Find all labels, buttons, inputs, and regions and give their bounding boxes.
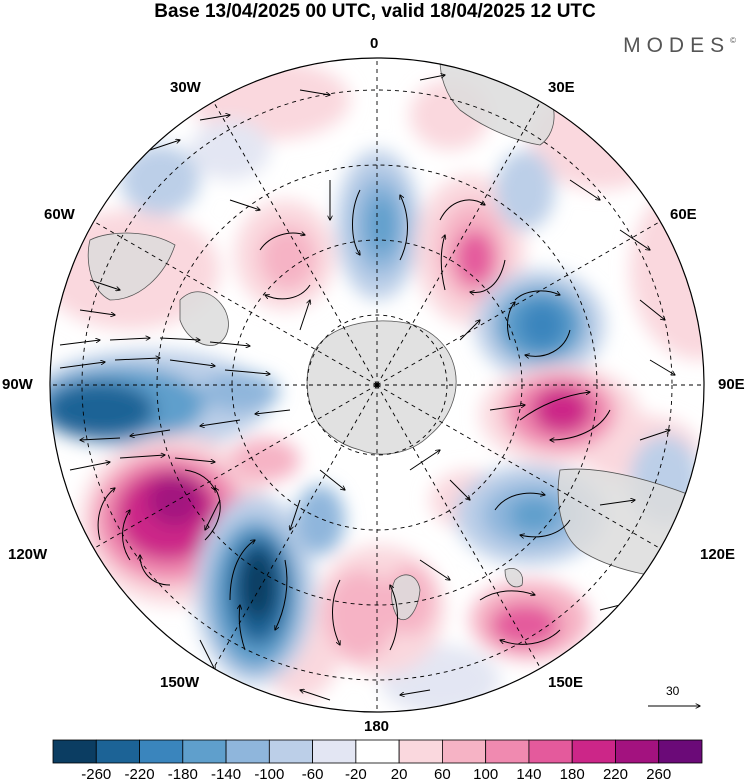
colorbar-segment [182,739,227,764]
reference-vector-label: 30 [666,684,680,698]
colorbar-segment [571,739,616,764]
label-lon-150w: 150W [160,674,200,691]
colorbar-segment [268,739,314,764]
colorbar-tick-label: 60 [434,766,451,783]
anomaly-field [50,58,704,712]
colorbar-segment [355,739,400,764]
label-lon-0: 0 [370,35,379,52]
map-title: Base 13/04/2025 00 UTC, valid 18/04/2025… [154,1,596,22]
wind-vectors [59,75,675,705]
colorbar-segment [225,739,270,764]
label-lon-90w: 90W [2,376,33,393]
label-lon-60e: 60E [670,206,697,223]
colorbar-tick-label: -260 [81,766,112,783]
colorbar-tick-label: -180 [167,766,198,783]
colorbar-tick-label: 220 [602,766,628,783]
label-lon-120e: 120E [700,546,736,563]
colorbar-segment [52,739,97,764]
colorbar-tick-label: -60 [301,766,324,783]
graticule [50,58,704,712]
label-lon-150e: 150E [548,674,584,691]
brand-logo: MODES© [623,34,736,58]
brand-text: MODES [623,34,731,57]
colorbar-tick-label: 20 [390,766,408,783]
colorbar-tick-label: 140 [516,766,542,783]
colorbar-segment [615,739,660,764]
label-lon-120w: 120W [8,546,48,563]
colorbar-segment [139,739,184,764]
south-pole-marker [374,382,380,388]
colorbar-segment [95,739,140,764]
colorbar-segment [312,739,357,764]
label-lon-60w: 60W [44,206,75,223]
colorbar-tick-label: -140 [211,766,242,783]
colorbar-tick-label: -220 [124,766,155,783]
colorbar-segment [528,739,573,764]
map-boundary [49,57,705,713]
label-lon-180: 180 [364,718,390,735]
colorbar-tick-labels: -260 -220 -180 -140 -100 -60 -20 20 60 100 140 180 2… [0,766,750,783]
colorbar-tick-label: 260 [646,766,672,783]
colorbar-tick-label: -20 [345,766,367,783]
colorbar-segment [441,739,487,764]
colorbar [52,739,703,764]
brand-mark: © [730,36,736,45]
label-lon-30w: 30W [170,79,201,96]
label-lon-30e: 30E [548,79,575,96]
colorbar-segment [658,739,703,764]
colorbar-tick-label: -100 [254,766,285,783]
colorbar-tick-label: 100 [473,766,499,783]
colorbar-tick-label: 180 [559,766,585,783]
colorbar-segment [485,739,530,764]
colorbar-segment [398,739,443,764]
label-lon-90e: 90E [718,376,745,393]
